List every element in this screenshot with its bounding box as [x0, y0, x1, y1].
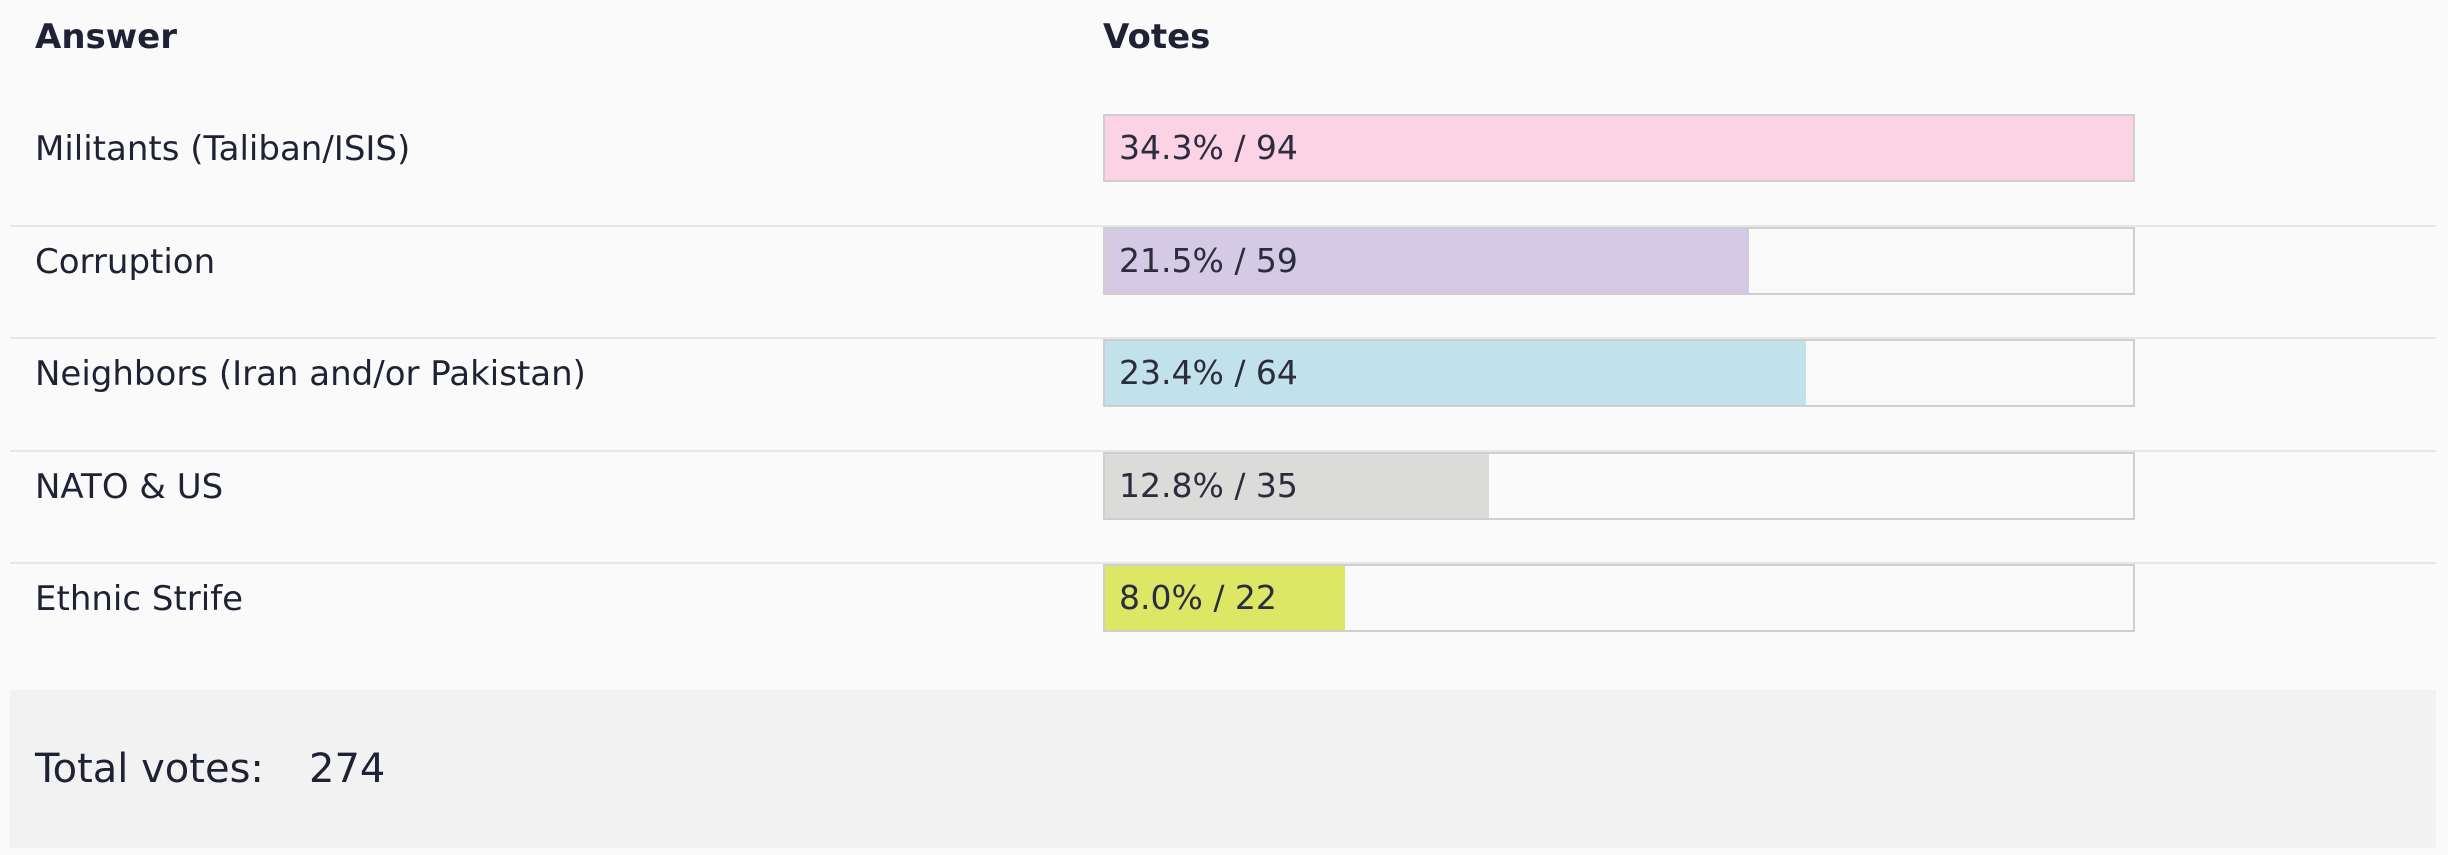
answer-text: Corruption [35, 241, 216, 282]
poll-rows: Militants (Taliban/ISIS) 34.3% / 94 Corrup… [10, 114, 2436, 677]
answer-text: NATO & US [35, 466, 224, 507]
poll-row: Neighbors (Iran and/or Pakistan) 23.4% / … [10, 339, 2436, 452]
poll-row: NATO & US 12.8% / 35 [10, 451, 2436, 564]
poll-header-row: Answer Votes [10, 0, 2436, 74]
answer-column-header: Answer [35, 17, 177, 57]
vote-bar-fill [1105, 453, 1489, 518]
vote-bar-fill [1105, 116, 2133, 180]
vote-bar-fill [1105, 341, 1807, 405]
votes-column-header: Votes [1103, 17, 1211, 57]
vote-bar-track: 8.0% / 22 [1103, 564, 2135, 632]
poll-row: Ethnic Strife 8.0% / 22 [10, 564, 2436, 677]
answer-text: Neighbors (Iran and/or Pakistan) [35, 354, 586, 394]
poll-row: Corruption 21.5% / 59 [10, 226, 2436, 339]
vote-bar-fill [1105, 228, 1750, 293]
vote-bar-label: 34.3% / 94 [1119, 128, 1298, 167]
total-votes-label: Total votes: [35, 746, 264, 792]
vote-bar-label: 12.8% / 35 [1119, 465, 1298, 505]
vote-bar-label: 8.0% / 22 [1119, 578, 1277, 617]
vote-bar-track: 23.4% / 64 [1103, 339, 2135, 407]
vote-bar-label: 23.4% / 64 [1119, 353, 1298, 392]
vote-bar-fill [1105, 566, 1345, 630]
answer-text: Militants (Taliban/ISIS) [35, 129, 411, 169]
vote-bar-track: 34.3% / 94 [1103, 114, 2135, 182]
vote-bar-track: 12.8% / 35 [1103, 451, 2135, 520]
poll-footer: Total votes: 274 [10, 690, 2436, 848]
poll-row: Militants (Taliban/ISIS) 34.3% / 94 [10, 114, 2436, 227]
vote-bar-track: 21.5% / 59 [1103, 226, 2135, 295]
poll-results: Answer Votes Militants (Taliban/ISIS) 34.… [10, 0, 2436, 637]
answer-text: Ethnic Strife [35, 579, 244, 619]
total-votes-value: 274 [309, 746, 386, 792]
vote-bar-label: 21.5% / 59 [1119, 240, 1298, 280]
